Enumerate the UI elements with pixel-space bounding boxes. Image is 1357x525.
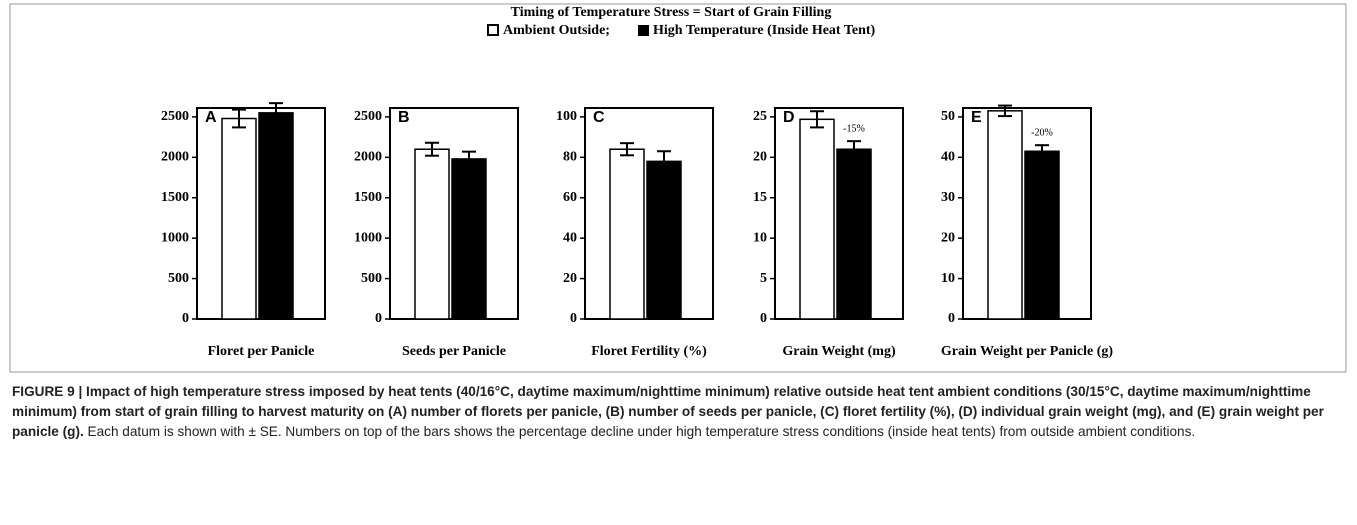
y-tick-label: 50 [941,109,955,124]
panel-label: A [205,109,217,126]
panel-label: C [593,109,605,126]
panel-label: D [783,109,795,126]
bar [799,118,835,320]
y-tick-label: 1500 [161,190,189,205]
y-tick-label: 40 [941,150,955,165]
panel-label: B [398,109,410,126]
y-tick-label: 500 [168,271,189,286]
bar [836,148,872,320]
figure-frame [9,3,1347,373]
y-tick-label: 5 [760,271,767,286]
y-tick-label: 1500 [354,190,382,205]
legend-swatch [487,24,499,36]
caption-bold: FIGURE 9 | Impact of high temperature st… [12,384,1324,439]
panel-label: E [971,109,982,126]
caption-text: Each datum is shown with ± SE. Numbers o… [87,424,1196,439]
y-tick-label: 15 [753,190,767,205]
x-axis-label: Grain Weight per Panicle (g) [941,344,1113,359]
x-axis-label: Grain Weight (mg) [782,344,896,359]
y-tick-label: 2000 [161,150,189,165]
annotation: -20% [1031,127,1053,138]
bar [258,112,294,320]
y-tick-label: 1000 [161,230,189,245]
y-tick-label: 500 [361,271,382,286]
y-tick-label: 20 [941,230,955,245]
legend-label: High Temperature (Inside Heat Tent) [653,23,876,38]
y-tick-label: 20 [753,150,767,165]
y-tick-label: 80 [563,150,577,165]
y-tick-label: 20 [563,271,577,286]
y-tick-label: 1000 [354,230,382,245]
y-tick-label: 0 [760,311,767,326]
legend-swatch [638,25,649,36]
y-tick-label: 0 [570,311,577,326]
x-axis-label: Seeds per Panicle [402,344,506,359]
legend-label: Ambient Outside; [503,23,610,38]
y-tick-label: 60 [563,190,577,205]
figure-title: Timing of Temperature Stress = Start of … [511,5,832,20]
y-tick-label: 2000 [354,150,382,165]
x-axis-label: Floret per Panicle [208,344,315,359]
bar [414,148,450,320]
y-tick-label: 0 [948,311,955,326]
y-tick-label: 30 [941,190,955,205]
bar [609,148,645,320]
y-tick-label: 10 [753,230,767,245]
bar [221,117,257,320]
bar [646,160,682,320]
caption: FIGURE 9 | Impact of high temperature st… [12,382,1347,442]
y-tick-label: 2500 [354,109,382,124]
bar [1024,150,1060,320]
bar [987,110,1023,320]
x-axis-label: Floret Fertility (%) [591,344,707,359]
y-tick-label: 40 [563,230,577,245]
y-tick-label: 0 [375,311,382,326]
y-tick-label: 2500 [161,109,189,124]
figure: Timing of Temperature Stress = Start of … [9,3,1347,373]
y-tick-label: 25 [753,109,767,124]
bar [451,158,487,320]
y-tick-label: 0 [182,311,189,326]
y-tick-label: 10 [941,271,955,286]
y-tick-label: 100 [556,109,577,124]
annotation: -15% [843,123,865,134]
